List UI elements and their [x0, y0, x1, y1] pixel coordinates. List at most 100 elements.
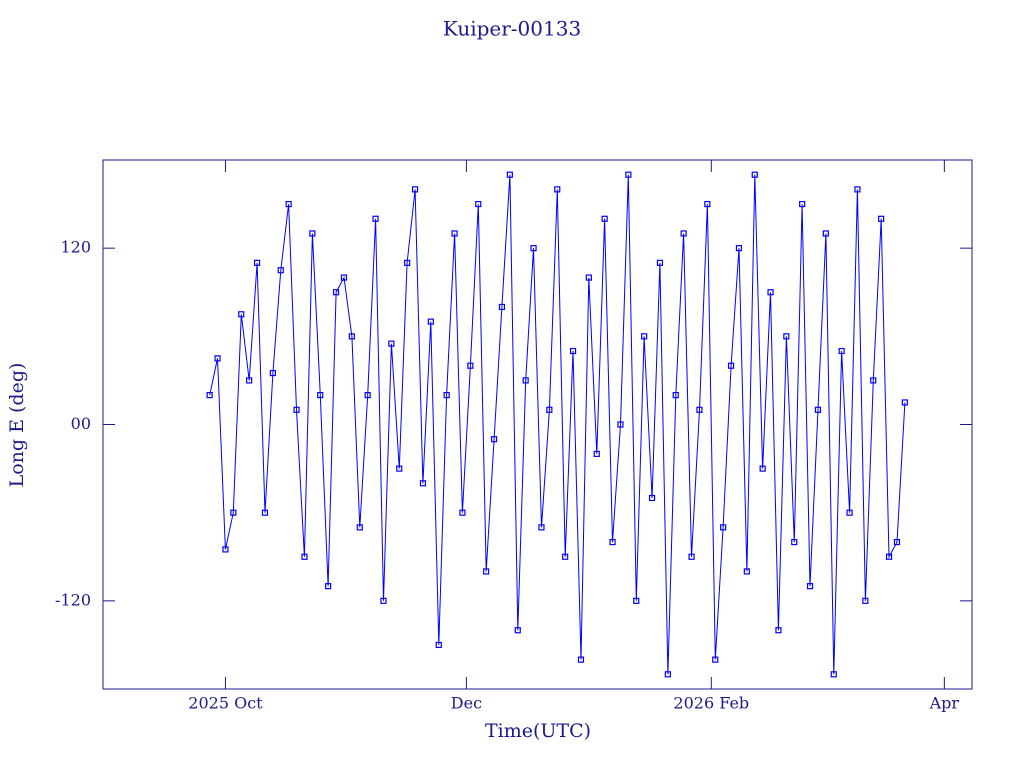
data-point: [814, 406, 822, 413]
y-tick-label: 00: [71, 414, 91, 433]
data-point: [451, 230, 458, 237]
data-point: [593, 450, 600, 457]
data-point: [427, 318, 434, 325]
data-point: [514, 627, 521, 634]
data-point: [799, 200, 806, 208]
data-point: [293, 406, 300, 413]
data-point: [720, 524, 727, 531]
data-point: [498, 303, 506, 311]
data-point: [253, 259, 261, 266]
data-point: [372, 215, 379, 222]
y-tick-label: 120: [60, 238, 91, 257]
data-point: [506, 171, 513, 178]
chart-title: Kuiper-00133: [443, 17, 581, 41]
data-point: [309, 230, 316, 237]
x-tick-label: 2025 Oct: [188, 694, 263, 713]
x-tick-label: Apr: [929, 694, 960, 713]
data-point: [601, 215, 608, 222]
data-point: [822, 230, 829, 237]
data-point: [396, 465, 403, 472]
data-point: [656, 259, 664, 266]
data-point: [901, 399, 908, 406]
series: [206, 171, 908, 678]
data-point: [356, 524, 363, 531]
data-point: [364, 392, 371, 399]
data-point: [735, 245, 743, 252]
data-point: [230, 509, 237, 516]
data-point: [411, 186, 419, 193]
data-point: [743, 568, 750, 575]
data-point: [332, 289, 340, 296]
data-point: [751, 171, 758, 178]
data-point: [475, 200, 482, 208]
data-point: [348, 333, 355, 340]
data-point: [727, 362, 735, 369]
x-tick-label: 2026 Feb: [673, 694, 749, 713]
data-point: [664, 671, 671, 678]
data-point: [633, 597, 640, 604]
data-point: [459, 509, 466, 516]
data-point: [680, 230, 687, 237]
data-point: [641, 333, 648, 340]
data-point: [846, 509, 853, 516]
data-point: [419, 480, 427, 487]
data-point: [530, 245, 537, 252]
data-point: [854, 186, 861, 193]
data-point: [775, 627, 782, 634]
data-point: [617, 421, 624, 428]
data-point: [269, 369, 276, 377]
data-point: [277, 267, 284, 274]
data-point: [214, 355, 221, 362]
data-point: [783, 333, 790, 340]
data-point: [577, 656, 585, 663]
data-point: [759, 465, 766, 472]
data-point: [878, 215, 885, 222]
data-point: [467, 362, 474, 369]
data-point: [625, 171, 632, 178]
data-point: [554, 186, 561, 193]
data-point: [246, 377, 253, 384]
data-point: [340, 274, 348, 281]
data-line: [209, 174, 906, 675]
data-point: [893, 538, 901, 546]
data-point: [767, 289, 774, 296]
data-point: [222, 546, 229, 553]
data-point: [238, 311, 245, 318]
y-axis-label: Long E (deg): [6, 363, 28, 488]
data-point: [206, 392, 213, 399]
data-point: [388, 340, 395, 347]
plot-frame: [102, 159, 973, 690]
x-axis-label: Time(UTC): [485, 720, 591, 742]
data-point: [301, 553, 308, 560]
data-point: [380, 597, 387, 604]
data-point: [435, 641, 442, 649]
data-point: [688, 553, 695, 560]
data-point: [443, 392, 450, 399]
data-point: [838, 347, 845, 355]
data-point: [648, 494, 656, 502]
data-point: [672, 392, 679, 399]
data-point: [862, 597, 869, 604]
data-point: [546, 406, 553, 413]
data-point: [404, 259, 411, 266]
data-point: [285, 200, 292, 208]
data-point: [696, 406, 703, 413]
data-point: [569, 347, 577, 355]
data-point: [483, 568, 490, 575]
data-point: [791, 538, 798, 546]
data-point: [522, 377, 529, 384]
data-point: [317, 392, 324, 399]
data-point: [885, 553, 893, 560]
data-point: [870, 377, 877, 384]
y-tick-label: -120: [55, 590, 91, 609]
data-point: [538, 524, 545, 531]
data-point: [806, 583, 814, 590]
data-point: [712, 656, 719, 663]
data-point: [325, 583, 332, 590]
data-point: [562, 553, 569, 560]
data-point: [490, 436, 498, 443]
data-point: [585, 274, 592, 281]
data-point: [261, 509, 269, 516]
data-point: [830, 671, 837, 678]
